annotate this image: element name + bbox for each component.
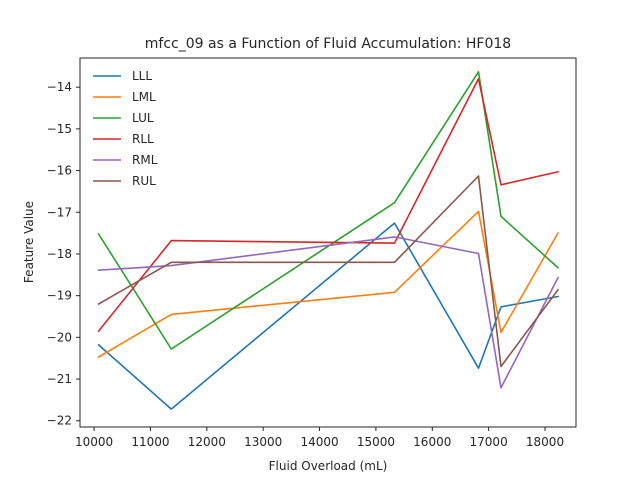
legend-label-lml: LML — [132, 90, 156, 104]
y-tick-label: −18 — [47, 247, 72, 261]
series-line-rll — [97, 78, 559, 333]
y-axis: −22 −21 −20 −19 −18 −17 −16 −15 −14 — [47, 80, 80, 428]
chart-title: mfcc_09 as a Function of Fluid Accumulat… — [145, 36, 511, 52]
x-tick-label: 10000 — [75, 435, 113, 449]
x-axis-label: Fluid Overload (mL) — [269, 459, 388, 473]
legend-label-rll: RLL — [132, 132, 154, 146]
legend-label-rml: RML — [132, 153, 158, 167]
x-tick-label: 18000 — [526, 435, 564, 449]
x-tick-label: 16000 — [413, 435, 451, 449]
y-tick-label: −16 — [47, 164, 72, 178]
legend: LLL LML LUL RLL RML RUL — [93, 69, 158, 188]
x-tick-label: 11000 — [131, 435, 169, 449]
x-tick-label: 14000 — [300, 435, 338, 449]
y-tick-label: −17 — [47, 205, 72, 219]
x-tick-label: 13000 — [244, 435, 282, 449]
y-tick-label: −19 — [47, 289, 72, 303]
y-tick-label: −15 — [47, 122, 72, 136]
plot-area — [79, 57, 577, 428]
x-tick-label: 17000 — [470, 435, 508, 449]
y-tick-label: −14 — [47, 80, 72, 94]
series-line-lml — [97, 210, 560, 359]
x-tick-label: 15000 — [357, 435, 395, 449]
legend-label-lul: LUL — [132, 111, 154, 125]
series-line-lll — [97, 222, 559, 410]
y-tick-label: −21 — [47, 372, 72, 386]
legend-label-lll: LLL — [132, 69, 152, 83]
legend-label-rul: RUL — [132, 174, 156, 188]
series-line-rml — [97, 236, 560, 389]
plot-frame — [79, 57, 577, 428]
x-axis: 10000 11000 12000 13000 14000 15000 16000 17000… — [75, 427, 564, 449]
series-line-rul — [97, 175, 560, 368]
y-tick-label: −20 — [47, 330, 72, 344]
x-tick-label: 12000 — [188, 435, 226, 449]
series-line-lul — [97, 71, 560, 350]
y-tick-label: −22 — [47, 414, 72, 428]
y-axis-label: Feature Value — [22, 201, 36, 283]
